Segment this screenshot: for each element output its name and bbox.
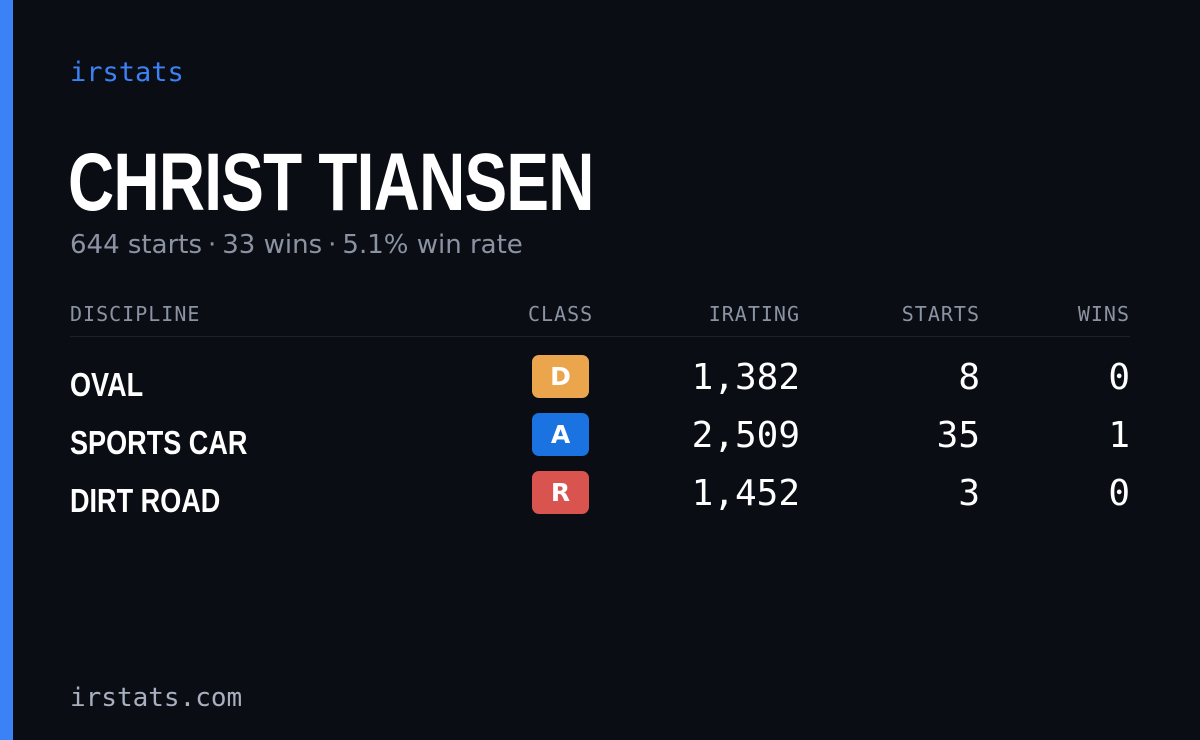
driver-name: CHRIST TIANSEN <box>68 137 594 228</box>
header-discipline: DISCIPLINE <box>70 302 201 326</box>
header-irating: IRATING <box>708 302 800 326</box>
class-badge: R <box>532 471 589 514</box>
discipline-name: SPORTS CAR <box>70 424 248 461</box>
irating-value: 2,509 <box>691 415 800 456</box>
class-badge: A <box>532 413 589 456</box>
discipline-name: DIRT ROAD <box>70 482 221 519</box>
irating-value: 1,382 <box>691 357 800 398</box>
brand-logo-text[interactable]: irstats <box>70 57 184 88</box>
starts-value: 8 <box>958 357 980 398</box>
wins-value: 1 <box>1108 415 1130 456</box>
table-body: OVAL D 1,382 8 0 SPORTS CAR A 2,509 35 1… <box>70 353 1130 527</box>
summary-win-rate: 5.1% win rate <box>342 230 523 260</box>
header-wins: WINS <box>1077 302 1130 326</box>
discipline-stats-table: DISCIPLINE CLASS IRATING STARTS WINS OVA… <box>70 296 1130 527</box>
discipline-name: OVAL <box>70 366 144 403</box>
footer-url[interactable]: irstats.com <box>70 683 243 713</box>
table-row: SPORTS CAR A 2,509 35 1 <box>70 411 1130 469</box>
starts-value: 35 <box>936 415 980 456</box>
driver-summary: 644 starts · 33 wins · 5.1% win rate <box>70 228 523 262</box>
header-class: CLASS <box>528 302 594 326</box>
summary-separator: · <box>208 230 217 260</box>
wins-value: 0 <box>1108 357 1130 398</box>
table-header: DISCIPLINE CLASS IRATING STARTS WINS <box>70 296 1130 337</box>
header-starts: STARTS <box>901 302 980 326</box>
table-row: DIRT ROAD R 1,452 3 0 <box>70 469 1130 527</box>
wins-value: 0 <box>1108 473 1130 514</box>
class-badge: D <box>532 355 589 398</box>
summary-wins: 33 wins <box>222 230 323 260</box>
summary-separator: · <box>328 230 337 260</box>
starts-value: 3 <box>958 473 980 514</box>
irating-value: 1,452 <box>691 473 800 514</box>
accent-bar <box>0 0 13 740</box>
summary-starts: 644 starts <box>70 230 202 260</box>
table-row: OVAL D 1,382 8 0 <box>70 353 1130 411</box>
